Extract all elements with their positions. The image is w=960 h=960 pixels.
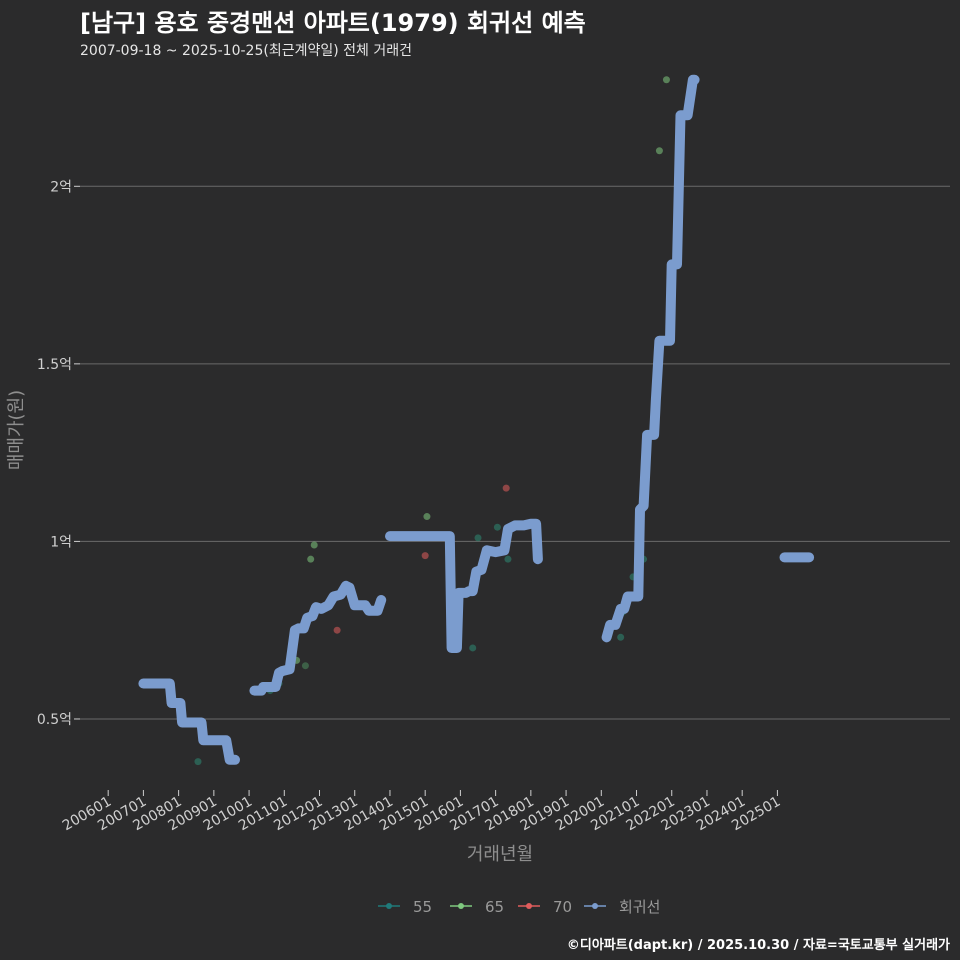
data-point <box>504 555 512 563</box>
data-point <box>307 555 315 563</box>
x-axis-title: 거래년월 <box>467 844 533 865</box>
legend-item: 70 <box>518 898 572 916</box>
data-point <box>617 633 625 641</box>
legend: 55 65 70 회귀선 <box>378 898 660 916</box>
source-caption: ©디아파트(dapt.kr) / 2025.10.30 / 자료=국토교통부 실… <box>566 938 950 953</box>
legend-marker <box>526 903 532 909</box>
data-point <box>310 541 318 549</box>
x-tick-labels: 2006012007012008012009012010012011012012… <box>60 790 783 834</box>
data-point <box>655 147 663 155</box>
data-point <box>493 523 501 531</box>
data-point <box>421 552 429 560</box>
data-point <box>662 76 670 84</box>
legend-label: 55 <box>413 898 432 916</box>
data-point <box>474 534 482 542</box>
regression-lines <box>138 74 815 765</box>
y-tick-label: 0.5억 <box>37 712 72 728</box>
regression-line <box>249 580 387 696</box>
regression-line <box>138 678 240 765</box>
y-tick-label: 2억 <box>50 179 72 195</box>
legend-label: 70 <box>553 898 572 916</box>
legend-label: 65 <box>485 898 504 916</box>
legend-marker <box>458 903 464 909</box>
data-point <box>469 644 477 652</box>
data-points <box>166 76 670 766</box>
y-axis-title: 매매가(원) <box>6 390 27 470</box>
legend-label: 회귀선 <box>619 898 660 916</box>
data-point <box>194 758 202 766</box>
y-tick-labels: 0.5억 1억 1.5억 2억 <box>37 179 72 728</box>
legend-item: 65 <box>450 898 504 916</box>
data-point <box>301 662 309 670</box>
data-point <box>423 513 431 521</box>
regression-line <box>601 74 700 643</box>
y-tick-label: 1.5억 <box>37 357 72 373</box>
data-point <box>502 484 510 492</box>
y-tick-label: 1억 <box>50 534 72 550</box>
regression-line <box>385 518 543 653</box>
legend-marker <box>386 903 392 909</box>
legend-marker <box>592 903 598 909</box>
legend-item: 회귀선 <box>584 898 660 916</box>
chart-subtitle: 2007-09-18 ~ 2025-10-25(최근계약일) 전체 거래건 <box>80 43 412 59</box>
data-point <box>333 626 341 634</box>
chart-title: [남구] 용호 중경맨션 아파트(1979) 회귀선 예측 <box>80 9 586 37</box>
grid-lines <box>74 185 950 720</box>
legend-item: 55 <box>378 898 432 916</box>
